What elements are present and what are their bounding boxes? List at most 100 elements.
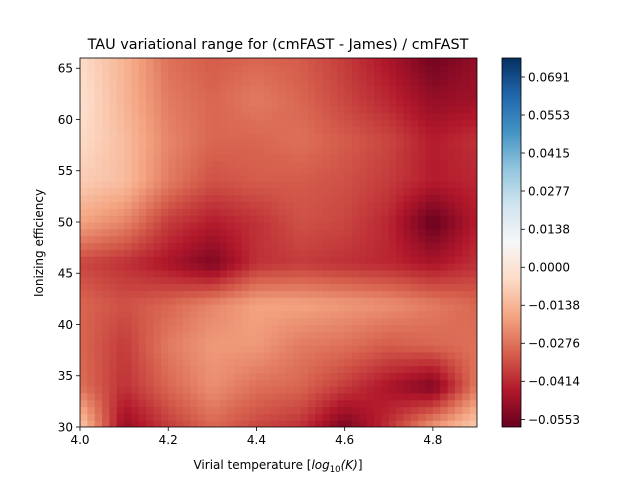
heatmap-cell: [329, 146, 338, 155]
heatmap-cell: [175, 338, 184, 346]
heatmap-cell: [403, 324, 412, 332]
heatmap-cell: [388, 133, 397, 141]
heatmap-cell: [94, 64, 103, 73]
heatmap-cell: [329, 406, 338, 414]
heatmap-cell: [432, 249, 441, 257]
heatmap-cell: [447, 119, 456, 127]
heatmap-cell: [204, 406, 213, 414]
heatmap-cell: [307, 78, 316, 86]
heatmap-cell: [359, 304, 368, 312]
heatmap-cell: [249, 358, 258, 367]
heatmap-cell: [241, 201, 250, 209]
heatmap-cell: [388, 85, 397, 93]
heatmap-cell: [234, 269, 243, 278]
heatmap-cell: [234, 338, 243, 346]
heatmap-cell: [241, 283, 250, 291]
heatmap-cell: [116, 112, 125, 121]
heatmap-cell: [102, 351, 111, 360]
heatmap-cell: [190, 78, 199, 86]
heatmap-cell: [271, 112, 280, 121]
heatmap-cell: [403, 290, 412, 298]
heatmap-cell: [374, 194, 383, 203]
heatmap-cell: [102, 242, 111, 250]
heatmap-cell: [300, 283, 309, 291]
heatmap-cell: [374, 379, 383, 387]
heatmap-cell: [293, 406, 302, 414]
heatmap-cell: [432, 99, 441, 107]
heatmap-cell: [175, 365, 184, 373]
heatmap-cell: [160, 283, 169, 291]
heatmap-cell: [278, 345, 287, 353]
heatmap-cell: [153, 85, 162, 93]
heatmap-cell: [418, 187, 427, 196]
heatmap-cell: [307, 290, 316, 298]
heatmap-cell: [160, 345, 169, 353]
heatmap-cell: [307, 310, 316, 319]
heatmap-cell: [469, 345, 477, 353]
heatmap-cell: [197, 174, 206, 182]
heatmap-cell: [131, 351, 140, 360]
heatmap-cell: [94, 58, 103, 66]
heatmap-cell: [109, 365, 118, 373]
colorbar-tick-label: −0.0138: [528, 299, 580, 313]
heatmap-cell: [168, 338, 177, 346]
heatmap-cell: [454, 201, 463, 209]
heatmap-cell: [410, 249, 419, 257]
heatmap-cell: [322, 215, 331, 223]
heatmap-cell: [160, 304, 169, 312]
heatmap-cell: [131, 174, 140, 182]
heatmap-cell: [197, 317, 206, 326]
heatmap-cell: [352, 256, 360, 264]
heatmap-cell: [138, 92, 147, 100]
heatmap-cell: [212, 181, 221, 189]
heatmap-cell: [293, 215, 302, 223]
heatmap-cell: [462, 187, 471, 196]
heatmap-cell: [212, 358, 221, 367]
heatmap-cell: [241, 263, 250, 271]
heatmap-cell: [278, 105, 287, 114]
heatmap-cell: [374, 99, 383, 107]
heatmap-cell: [410, 406, 419, 414]
heatmap-cell: [234, 235, 243, 244]
heatmap-cell: [425, 92, 434, 100]
heatmap-cell: [124, 379, 133, 387]
heatmap-cell: [271, 338, 280, 346]
heatmap-cell: [454, 208, 463, 216]
heatmap-cell: [396, 228, 405, 237]
heatmap-cell: [256, 290, 265, 298]
heatmap-cell: [190, 338, 199, 346]
heatmap-cell: [410, 58, 419, 66]
heatmap-cell: [175, 78, 184, 86]
heatmap-cell: [403, 105, 412, 114]
heatmap-cell: [440, 153, 449, 162]
heatmap-cell: [219, 392, 228, 401]
heatmap-cell: [315, 420, 324, 427]
heatmap-cell: [234, 358, 243, 367]
heatmap-cell: [293, 351, 302, 360]
heatmap-cell: [337, 181, 346, 189]
heatmap-cell: [410, 413, 419, 421]
heatmap-cell: [219, 399, 228, 408]
heatmap-cell: [366, 290, 375, 298]
heatmap-cell: [87, 399, 96, 408]
heatmap-cell: [462, 242, 471, 250]
heatmap-cell: [307, 379, 316, 387]
heatmap-cell: [160, 290, 169, 298]
heatmap-cell: [131, 119, 140, 127]
heatmap-cell: [153, 399, 162, 408]
heatmap-cell: [381, 85, 390, 93]
heatmap-cell: [447, 92, 456, 100]
heatmap-cell: [175, 256, 184, 264]
heatmap-cell: [256, 126, 265, 134]
heatmap-cell: [256, 133, 265, 141]
heatmap-cell: [322, 160, 331, 168]
heatmap-cell: [219, 201, 228, 209]
heatmap-cell: [329, 392, 338, 401]
heatmap-cell: [337, 372, 346, 380]
heatmap-cell: [256, 249, 265, 257]
heatmap-cell: [138, 304, 147, 312]
heatmap-cell: [366, 201, 375, 209]
heatmap-cell: [271, 119, 280, 127]
heatmap-cell: [212, 345, 221, 353]
heatmap-cell: [315, 379, 324, 387]
